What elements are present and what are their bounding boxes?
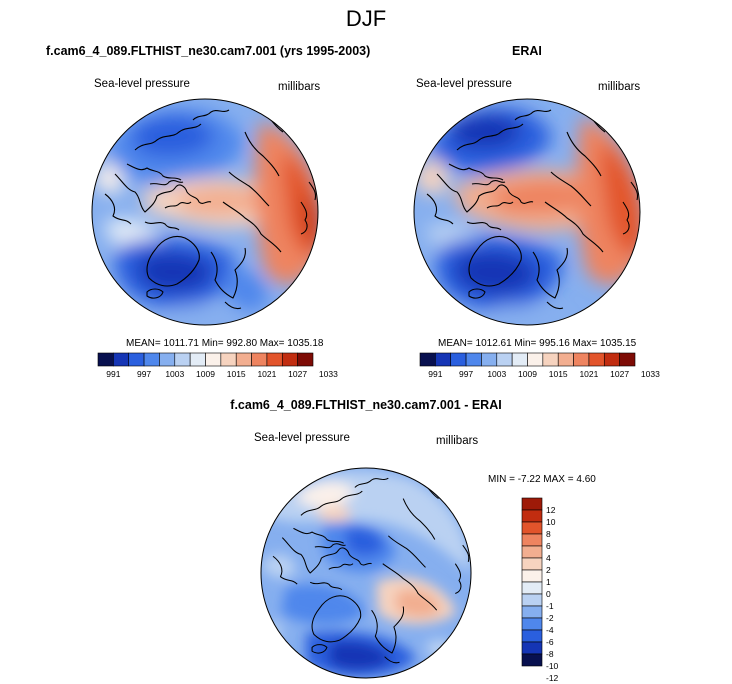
diff-colorbar-swatch [521,569,543,583]
obs-panel-title: ERAI [512,44,542,58]
obs-colorbar-tick: 997 [459,369,473,379]
diff-colorbar-swatch [521,497,543,511]
obs-colorbar-tick: 1003 [487,369,506,379]
diff-colorbar-tick: 2 [546,565,551,575]
model-stats: MEAN= 1011.71 Min= 992.80 Max= 1035.18 [126,338,324,349]
diff-colorbar-tick: 10 [546,517,556,527]
diff-colorbar-tick: -8 [546,649,554,659]
obs-colorbar-tick: 1021 [579,369,598,379]
model-units-label: millibars [278,81,321,93]
model-colorbar-tick: 1015 [227,369,246,379]
model-colorbar-swatch [189,352,206,367]
diff-colorbar-swatch [521,545,543,559]
diff-colorbar-tick: 0 [546,589,551,599]
diff-colorbar-swatch [521,593,543,607]
model-colorbar-tick: 1003 [165,369,184,379]
model-colorbar-swatch [113,352,130,367]
obs-colorbar-tick: 991 [428,369,442,379]
model-colorbar-tick: 997 [137,369,151,379]
diff-colorbar-tick: -10 [546,661,559,671]
model-colorbar-tick: 1027 [288,369,307,379]
diff-colorbar-swatch [521,605,543,619]
obs-colorbar-swatch [450,352,467,367]
model-colorbar-swatch [159,352,176,367]
obs-colorbar-swatch [573,352,590,367]
obs-colorbar-tick: 1027 [610,369,629,379]
obs-variable-label: Sea-level pressure [416,78,512,90]
model-colorbar-tick: 1033 [319,369,338,379]
obs-colorbar: 991 997 1003 1009 1015 1021 1027 1033 [419,352,660,379]
obs-colorbar-tick: 1015 [549,369,568,379]
model-colorbar-swatch [143,352,160,367]
obs-colorbar-swatch [465,352,482,367]
obs-colorbar-swatch [542,352,559,367]
model-colorbar-swatch [266,352,283,367]
diff-colorbar-swatch [521,521,543,535]
diff-colorbar-swatch [521,581,543,595]
model-slp-map [91,98,319,326]
model-colorbar-swatch [128,352,145,367]
diff-units-label: millibars [436,435,479,447]
diff-colorbar-swatch [521,533,543,547]
model-colorbar-swatch [297,352,314,367]
diff-colorbar-tick: -2 [546,613,554,623]
diff-colorbar-tick: -12 [546,673,559,683]
diff-colorbar-swatch [521,557,543,571]
model-colorbar-swatch [174,352,191,367]
obs-colorbar-swatch [435,352,452,367]
diff-colorbar-swatch [521,641,543,655]
diff-slp-map [260,467,472,679]
diff-colorbar-tick: -1 [546,601,554,611]
diff-colorbar-tick: 12 [546,505,556,515]
model-colorbar-swatch [205,352,222,367]
diff-colorbar-swatch [521,629,543,643]
diff-colorbar-tick: 1 [546,577,551,587]
diff-colorbar-swatch [521,617,543,631]
obs-colorbar-swatch [496,352,513,367]
obs-colorbar-swatch [619,352,636,367]
obs-slp-map [413,98,641,326]
figure-title: DJF [345,6,387,31]
model-colorbar-swatch [220,352,237,367]
diff-colorbar-swatch [521,509,543,523]
diff-colorbar-tick: 8 [546,529,551,539]
diff-colorbar-swatch [521,653,543,667]
model-colorbar-swatch [251,352,268,367]
diff-colorbar-tick: 6 [546,541,551,551]
obs-colorbar-swatch [527,352,544,367]
obs-colorbar-tick: 1033 [641,369,660,379]
diff-panel-title: f.cam6_4_089.FLTHIST_ne30.cam7.001 - ERA… [230,398,502,412]
diff-colorbar-tick: -6 [546,637,554,647]
obs-stats: MEAN= 1012.61 Min= 995.16 Max= 1035.15 [438,338,637,349]
obs-units-label: millibars [598,81,641,93]
obs-colorbar-swatch [511,352,528,367]
diff-colorbar-tick: 4 [546,553,551,563]
obs-colorbar-swatch [419,352,436,367]
diff-variable-label: Sea-level pressure [254,432,350,444]
model-colorbar-tick: 991 [106,369,120,379]
model-panel-title: f.cam6_4_089.FLTHIST_ne30.cam7.001 (yrs … [46,44,371,58]
diff-colorbar-tick: -4 [546,625,554,635]
model-colorbar-swatch [235,352,252,367]
diff-minmax: MIN = -7.22 MAX = 4.60 [488,474,596,485]
obs-colorbar-swatch [481,352,498,367]
model-colorbar-tick: 1009 [196,369,215,379]
obs-colorbar-swatch [557,352,574,367]
model-colorbar-swatch [97,352,114,367]
obs-colorbar-tick: 1009 [518,369,537,379]
model-colorbar-swatch [281,352,298,367]
model-colorbar-tick: 1021 [257,369,276,379]
obs-colorbar-swatch [588,352,605,367]
model-variable-label: Sea-level pressure [94,78,190,90]
model-colorbar: 991 997 1003 1009 1015 1021 1027 1033 [97,352,338,379]
obs-colorbar-swatch [603,352,620,367]
